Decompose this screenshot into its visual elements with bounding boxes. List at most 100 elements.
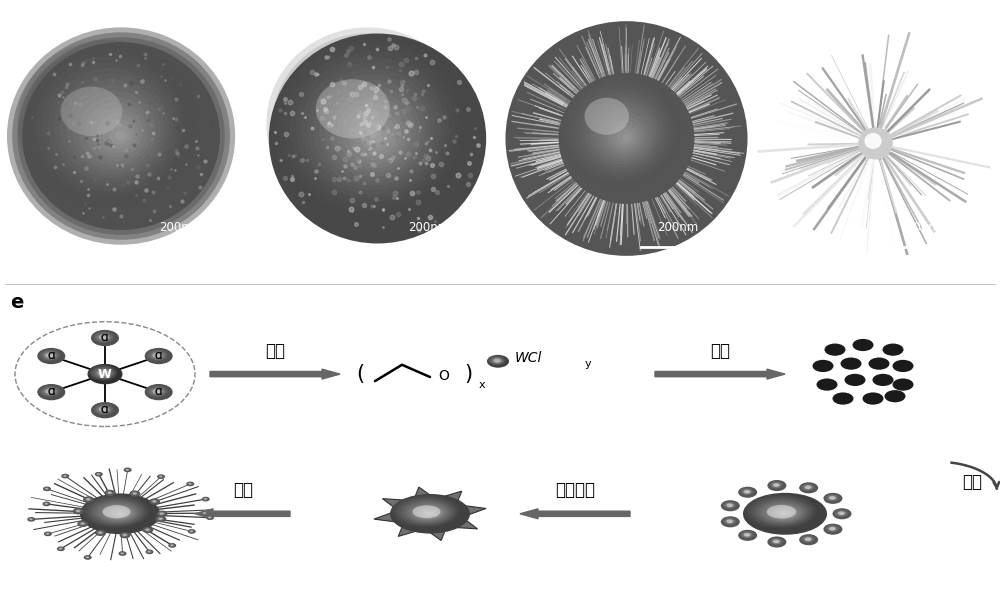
Ellipse shape bbox=[17, 40, 195, 208]
Ellipse shape bbox=[81, 522, 85, 525]
Ellipse shape bbox=[158, 475, 163, 478]
Ellipse shape bbox=[189, 530, 194, 533]
Ellipse shape bbox=[205, 498, 207, 500]
Ellipse shape bbox=[191, 531, 193, 532]
Ellipse shape bbox=[134, 493, 136, 494]
Ellipse shape bbox=[91, 402, 115, 416]
Polygon shape bbox=[414, 487, 433, 500]
Ellipse shape bbox=[86, 498, 90, 501]
Ellipse shape bbox=[44, 487, 49, 490]
Ellipse shape bbox=[826, 525, 838, 532]
Ellipse shape bbox=[97, 473, 100, 475]
Ellipse shape bbox=[831, 528, 834, 530]
Ellipse shape bbox=[824, 493, 840, 502]
Ellipse shape bbox=[826, 495, 838, 501]
Ellipse shape bbox=[835, 510, 847, 516]
Ellipse shape bbox=[360, 121, 392, 152]
Ellipse shape bbox=[497, 361, 499, 362]
Ellipse shape bbox=[777, 510, 791, 516]
Ellipse shape bbox=[75, 509, 81, 513]
Ellipse shape bbox=[98, 474, 100, 475]
Ellipse shape bbox=[168, 544, 175, 547]
Ellipse shape bbox=[124, 467, 131, 472]
Ellipse shape bbox=[119, 551, 125, 555]
Ellipse shape bbox=[46, 533, 49, 535]
Ellipse shape bbox=[144, 527, 151, 532]
Ellipse shape bbox=[98, 406, 110, 413]
Ellipse shape bbox=[190, 530, 193, 532]
Ellipse shape bbox=[394, 496, 457, 526]
Ellipse shape bbox=[62, 474, 68, 478]
Ellipse shape bbox=[119, 551, 125, 555]
Ellipse shape bbox=[208, 516, 211, 518]
Ellipse shape bbox=[767, 536, 786, 548]
Ellipse shape bbox=[96, 472, 101, 475]
Ellipse shape bbox=[84, 497, 92, 502]
Circle shape bbox=[885, 390, 906, 402]
Ellipse shape bbox=[46, 390, 55, 394]
Ellipse shape bbox=[96, 333, 112, 342]
Ellipse shape bbox=[45, 389, 56, 394]
Ellipse shape bbox=[98, 370, 111, 377]
Ellipse shape bbox=[121, 553, 124, 554]
Ellipse shape bbox=[156, 355, 161, 357]
Ellipse shape bbox=[726, 519, 733, 523]
Ellipse shape bbox=[124, 468, 130, 471]
Ellipse shape bbox=[800, 483, 815, 491]
Ellipse shape bbox=[101, 336, 108, 339]
Ellipse shape bbox=[802, 484, 814, 490]
Ellipse shape bbox=[125, 469, 130, 471]
Ellipse shape bbox=[799, 483, 818, 493]
Text: y: y bbox=[585, 359, 592, 368]
Ellipse shape bbox=[157, 474, 165, 479]
Ellipse shape bbox=[278, 39, 459, 211]
Ellipse shape bbox=[109, 492, 111, 493]
Ellipse shape bbox=[62, 474, 68, 477]
Ellipse shape bbox=[622, 134, 630, 142]
Ellipse shape bbox=[45, 532, 50, 535]
Ellipse shape bbox=[833, 509, 849, 518]
Ellipse shape bbox=[45, 533, 50, 535]
Ellipse shape bbox=[152, 389, 162, 394]
Ellipse shape bbox=[774, 484, 779, 487]
Ellipse shape bbox=[126, 469, 129, 471]
Ellipse shape bbox=[190, 530, 193, 532]
Ellipse shape bbox=[27, 517, 35, 522]
Ellipse shape bbox=[146, 349, 168, 361]
Text: d: d bbox=[762, 33, 775, 51]
Ellipse shape bbox=[91, 108, 143, 157]
Ellipse shape bbox=[95, 530, 105, 535]
Ellipse shape bbox=[39, 385, 61, 397]
Text: e: e bbox=[10, 292, 23, 312]
Ellipse shape bbox=[88, 364, 118, 381]
Ellipse shape bbox=[202, 497, 208, 501]
Ellipse shape bbox=[150, 352, 165, 359]
Ellipse shape bbox=[773, 539, 780, 543]
Ellipse shape bbox=[836, 510, 847, 516]
Ellipse shape bbox=[45, 503, 48, 504]
Circle shape bbox=[812, 360, 834, 372]
Ellipse shape bbox=[802, 536, 814, 542]
Ellipse shape bbox=[44, 532, 52, 536]
Ellipse shape bbox=[768, 537, 784, 545]
Ellipse shape bbox=[39, 349, 61, 361]
Ellipse shape bbox=[156, 510, 168, 517]
Ellipse shape bbox=[145, 349, 169, 362]
Ellipse shape bbox=[50, 391, 52, 393]
Ellipse shape bbox=[769, 538, 783, 545]
Ellipse shape bbox=[88, 499, 89, 500]
Ellipse shape bbox=[739, 487, 755, 496]
Ellipse shape bbox=[571, 84, 670, 177]
Ellipse shape bbox=[99, 407, 109, 413]
Ellipse shape bbox=[157, 517, 164, 521]
Ellipse shape bbox=[830, 496, 836, 500]
Text: 200nm: 200nm bbox=[408, 221, 450, 234]
Ellipse shape bbox=[7, 27, 235, 245]
Ellipse shape bbox=[124, 535, 126, 536]
Ellipse shape bbox=[63, 475, 67, 477]
Text: Cl: Cl bbox=[155, 352, 163, 361]
Ellipse shape bbox=[156, 516, 164, 521]
Ellipse shape bbox=[100, 371, 108, 376]
Ellipse shape bbox=[85, 497, 92, 501]
Ellipse shape bbox=[171, 545, 173, 546]
